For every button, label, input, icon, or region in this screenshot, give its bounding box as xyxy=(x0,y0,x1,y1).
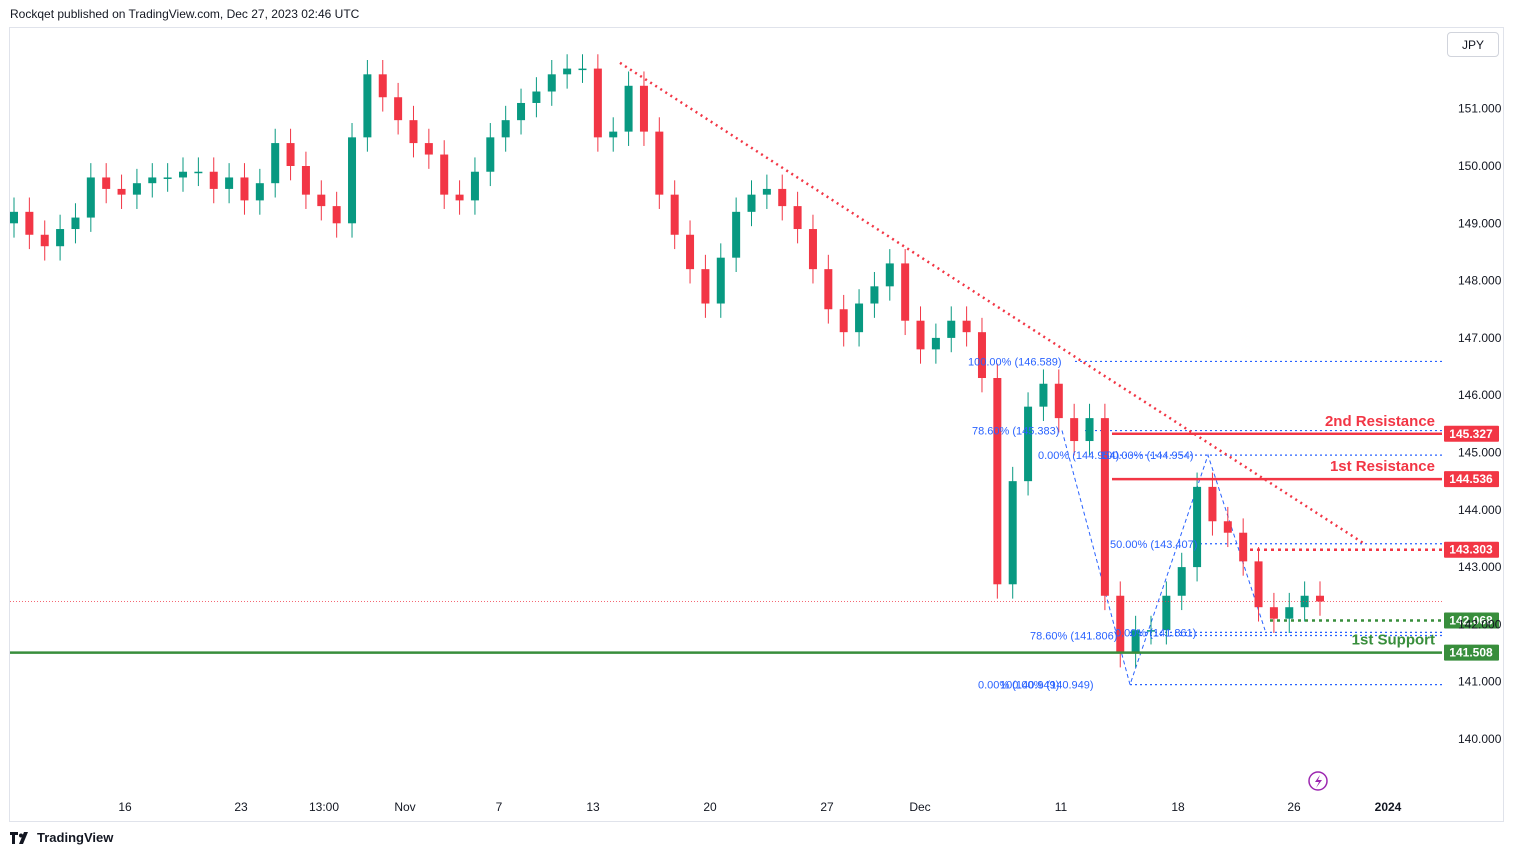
chart-frame xyxy=(9,27,1504,822)
currency-button[interactable]: JPY xyxy=(1447,32,1499,57)
brand-name: TradingView xyxy=(37,830,114,845)
tradingview-logo-icon xyxy=(10,831,28,844)
publisher-line: Rockqet published on TradingView.com, De… xyxy=(10,7,360,21)
tradingview-brand[interactable]: TradingView xyxy=(10,830,113,845)
